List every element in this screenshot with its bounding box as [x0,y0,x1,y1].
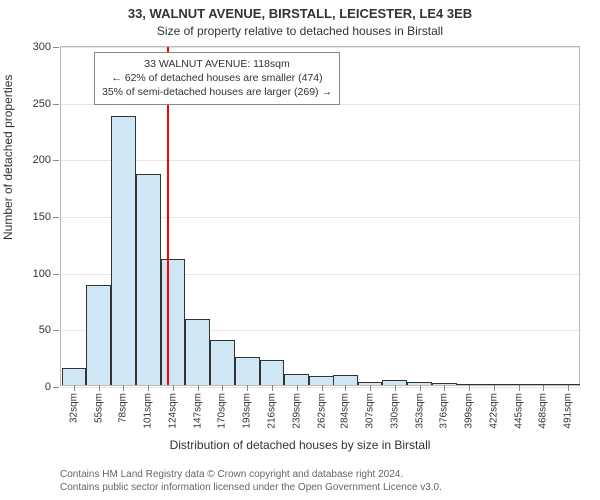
chart-title: 33, WALNUT AVENUE, BIRSTALL, LEICESTER, … [0,6,600,21]
x-tick-label: 101sqm [143,393,154,429]
x-tick [395,385,396,391]
histogram-chart: 33, WALNUT AVENUE, BIRSTALL, LEICESTER, … [0,0,600,500]
x-tick-label: 445sqm [513,393,524,429]
x-tick [123,385,124,391]
x-tick [444,385,445,391]
footer-line2: Contains public sector information licen… [60,482,442,495]
x-tick [74,385,75,391]
x-tick [247,385,248,391]
histogram-bar [333,375,358,385]
x-tick-label: 468sqm [538,393,549,429]
x-tick-label: 422sqm [488,393,499,429]
y-tick-label: 300 [33,41,51,53]
x-tick-label: 216sqm [267,393,278,429]
gridline [61,160,579,161]
annotation-line2: ← 62% of detached houses are smaller (47… [102,71,332,85]
histogram-bar [309,376,334,385]
y-tick-label: 0 [45,381,51,393]
x-tick-label: 78sqm [118,393,129,423]
x-tick-label: 284sqm [340,393,351,429]
x-tick [519,385,520,391]
histogram-bar [235,357,260,385]
y-tick [53,217,59,218]
x-tick [272,385,273,391]
y-tick [53,47,59,48]
x-axis-label: Distribution of detached houses by size … [0,438,600,452]
x-tick-label: 353sqm [414,393,425,429]
y-tick [53,104,59,105]
y-tick [53,274,59,275]
x-tick [345,385,346,391]
annotation-line1: 33 WALNUT AVENUE: 118sqm [102,57,332,71]
y-tick [53,387,59,388]
x-tick-label: 147sqm [192,393,203,429]
footer-line1: Contains HM Land Registry data © Crown c… [60,469,442,482]
x-tick-label: 399sqm [464,393,475,429]
x-tick [198,385,199,391]
x-tick-label: 55sqm [93,393,104,423]
y-tick-label: 250 [33,98,51,110]
x-tick-label: 376sqm [439,393,450,429]
x-tick [148,385,149,391]
x-tick-label: 170sqm [217,393,228,429]
x-tick [568,385,569,391]
x-tick-label: 330sqm [389,393,400,429]
y-tick-label: 150 [33,211,51,223]
histogram-bar [284,374,309,385]
x-tick [420,385,421,391]
x-tick [370,385,371,391]
x-tick-label: 491sqm [563,393,574,429]
histogram-bar [111,116,136,385]
x-tick-label: 193sqm [242,393,253,429]
chart-subtitle: Size of property relative to detached ho… [0,24,600,38]
x-tick [173,385,174,391]
x-tick [469,385,470,391]
x-tick [222,385,223,391]
footer-attribution: Contains HM Land Registry data © Crown c… [60,469,442,494]
histogram-bar [161,259,186,385]
x-tick [494,385,495,391]
annotation-box: 33 WALNUT AVENUE: 118sqm ← 62% of detach… [94,52,340,105]
histogram-bar [185,319,210,385]
histogram-bar [86,285,111,385]
x-tick-label: 32sqm [68,393,79,423]
x-tick-label: 124sqm [167,393,178,429]
histogram-bar [62,368,87,385]
x-tick-label: 307sqm [364,393,375,429]
x-tick-label: 239sqm [291,393,302,429]
x-tick [99,385,100,391]
histogram-bar [260,360,285,385]
histogram-bar [136,174,161,385]
y-tick [53,330,59,331]
y-axis-label: Number of detached properties [1,75,15,240]
y-tick-label: 50 [39,324,51,336]
gridline [61,47,579,48]
gridline [61,387,579,388]
y-tick-label: 200 [33,154,51,166]
y-tick [53,160,59,161]
histogram-bar [210,340,235,385]
x-tick-label: 262sqm [316,393,327,429]
x-tick [543,385,544,391]
y-tick-label: 100 [33,268,51,280]
x-tick [297,385,298,391]
x-tick [322,385,323,391]
annotation-line3: 35% of semi-detached houses are larger (… [102,85,332,99]
